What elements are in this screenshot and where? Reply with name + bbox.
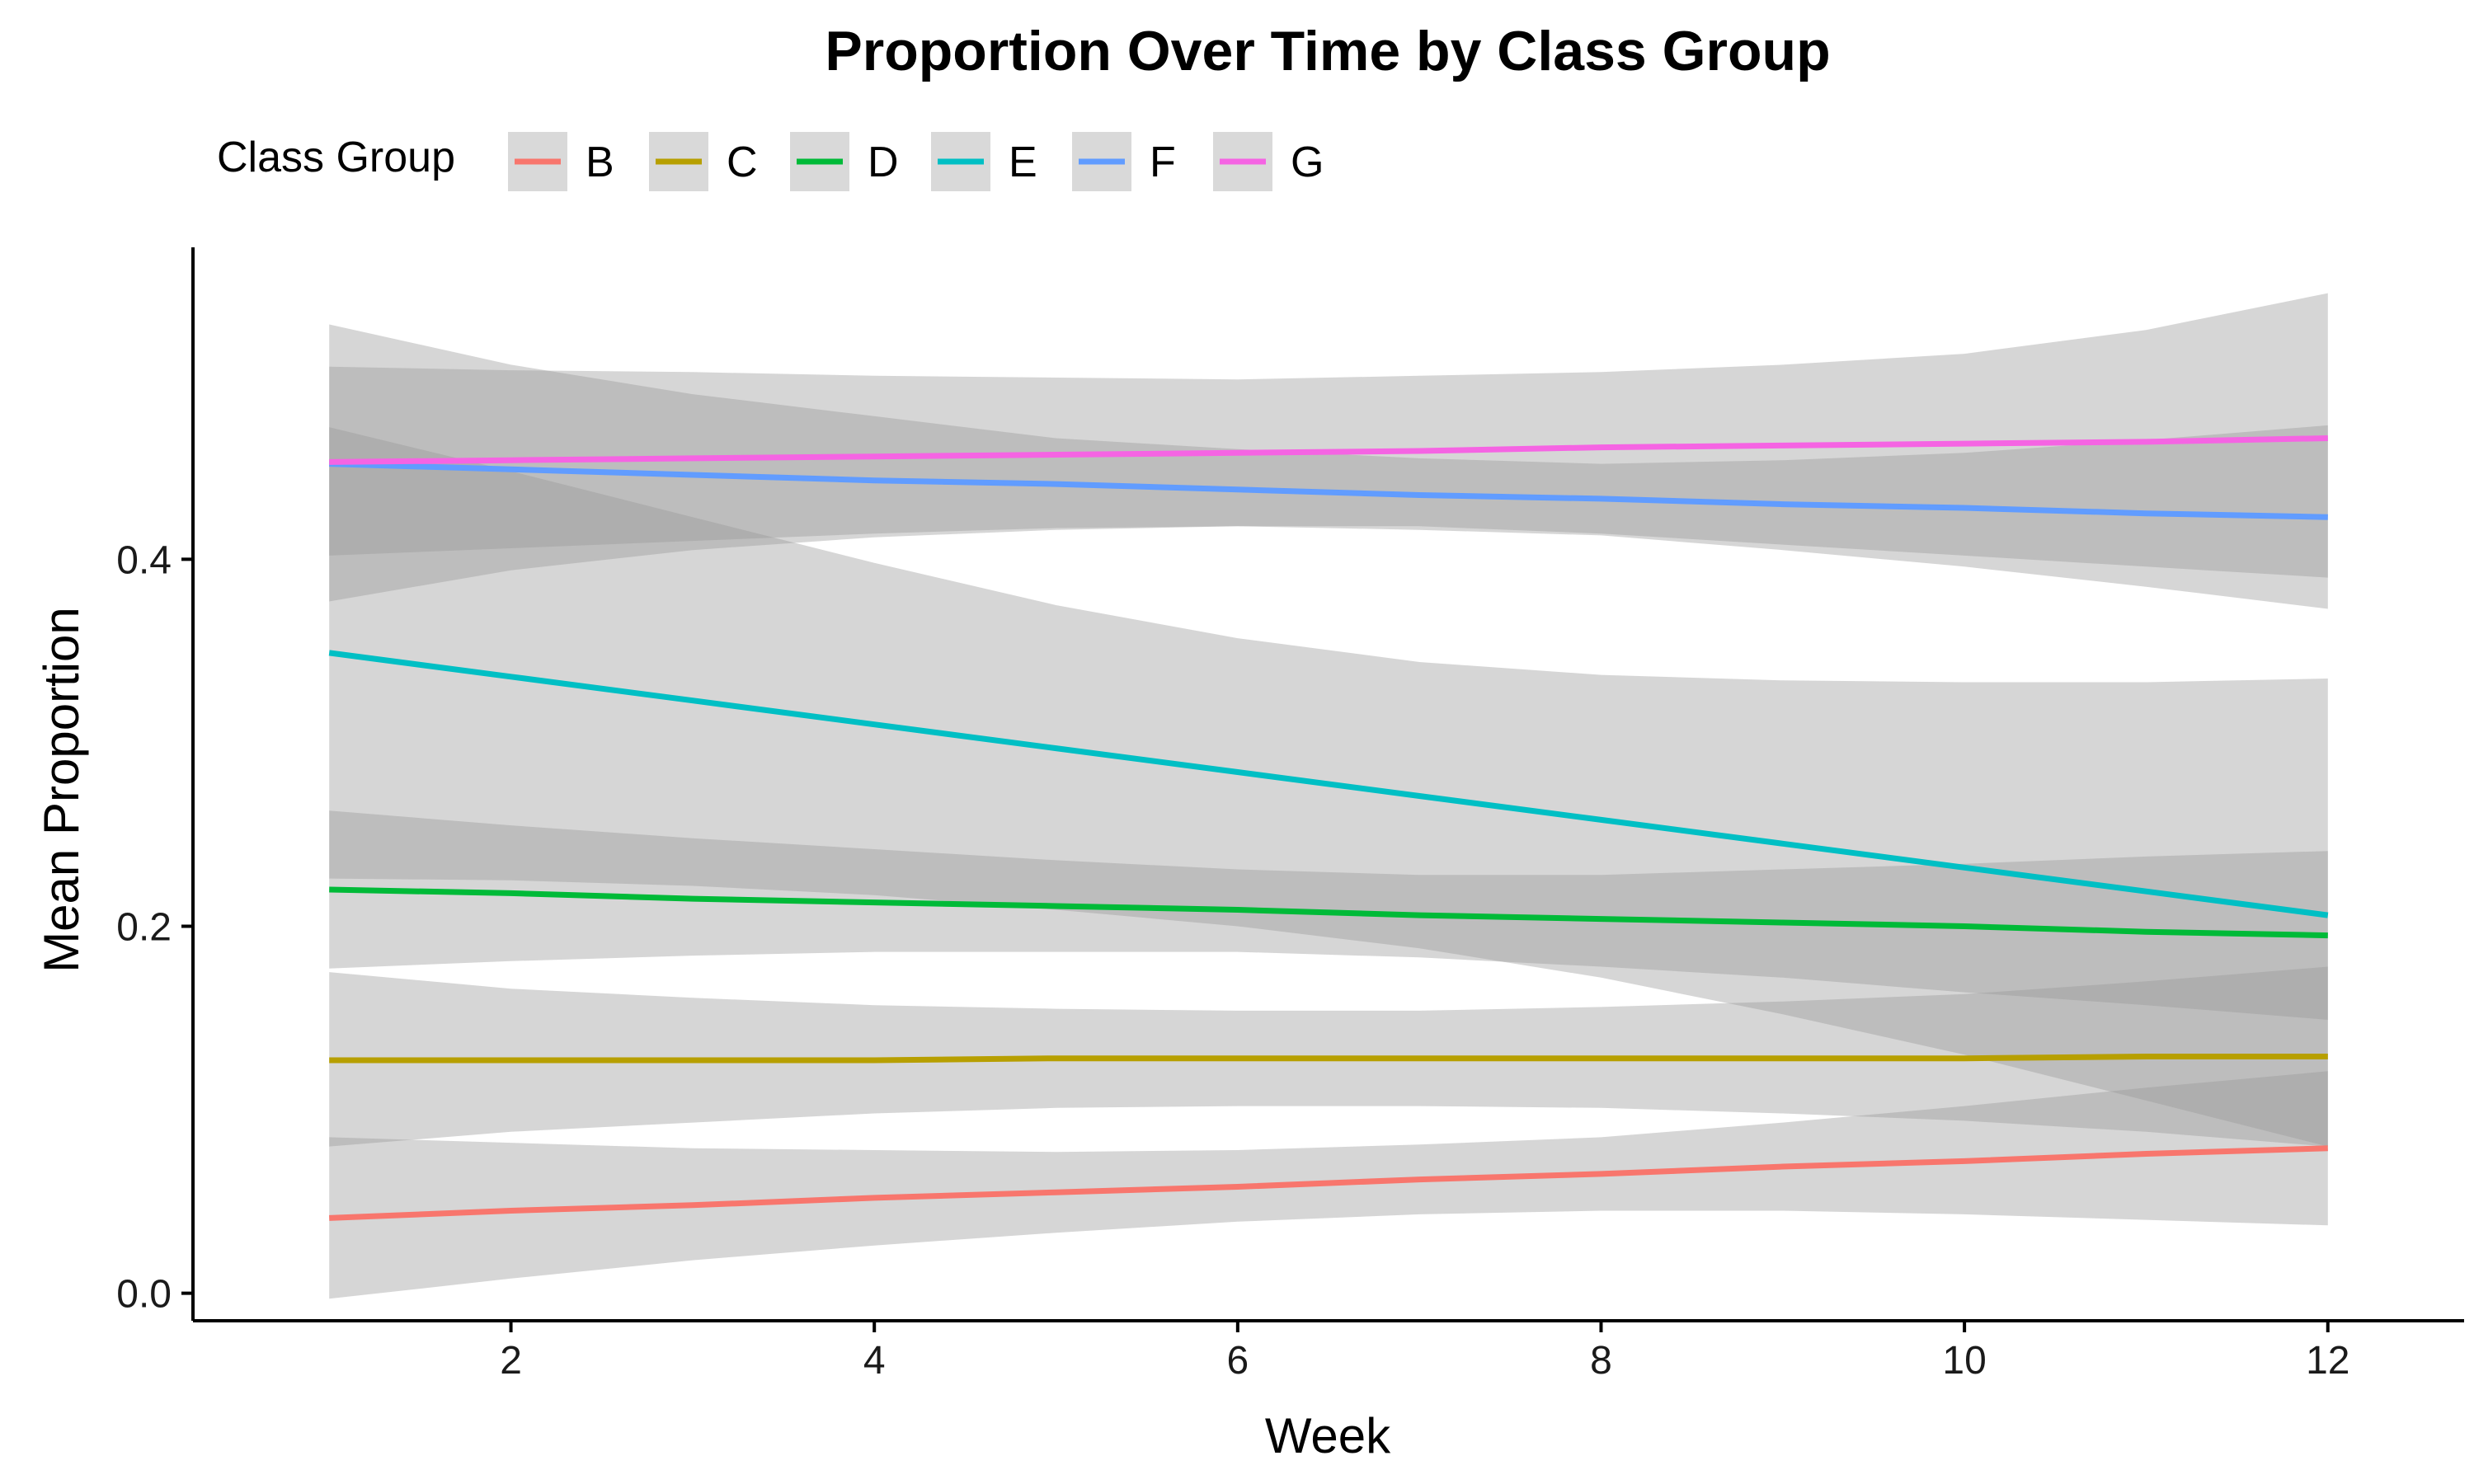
x-tick-label: 12 [2306,1339,2349,1383]
legend-item-g: G [1213,132,1324,191]
confidence-band-f [329,324,2328,609]
x-tick-label: 4 [863,1339,886,1383]
x-axis-ticks: 2 4 6 8 10 12 [500,1321,2349,1383]
y-tick-label: 0.0 [116,1273,172,1317]
plot-area [328,293,2329,1299]
series-line-b [329,1145,2328,1221]
legend-item-e: E [931,132,1037,191]
legend-label: C [727,139,758,186]
legend-label: E [1009,139,1037,186]
x-tick-label: 10 [1942,1339,1986,1383]
chart-title: Proportion Over Time by Class Group [825,20,1830,82]
legend: Class Group B C D E F G [217,132,1324,191]
legend-item-c: C [649,132,758,191]
x-tick-label: 6 [1226,1339,1249,1383]
y-axis-title: Mean Proportion [34,607,89,973]
series-lines [328,435,2329,1221]
series-line-d [329,886,2328,939]
legend-label: B [586,139,614,186]
axes: 2 4 6 8 10 12 0.0 0.2 0.4 [116,247,2464,1383]
x-tick-label: 8 [1590,1339,1612,1383]
y-tick-label: 0.4 [116,538,172,582]
legend-label: D [868,139,899,186]
legend-label: G [1291,139,1324,186]
x-axis-title: Week [1265,1408,1391,1463]
series-line-g [329,435,2328,465]
y-tick-label: 0.2 [116,905,172,949]
series-line-f [329,461,2328,520]
x-tick-label: 2 [500,1339,522,1383]
legend-item-f: F [1072,132,1176,191]
legend-item-b: B [508,132,614,191]
legend-label: F [1150,139,1176,186]
series-line-c [329,1054,2328,1064]
series-line-e [328,650,2329,918]
y-axis-ticks: 0.0 0.2 0.4 [116,538,193,1317]
legend-item-d: D [790,132,899,191]
legend-items: B C D E F G [508,132,1324,191]
legend-title: Class Group [217,134,455,181]
